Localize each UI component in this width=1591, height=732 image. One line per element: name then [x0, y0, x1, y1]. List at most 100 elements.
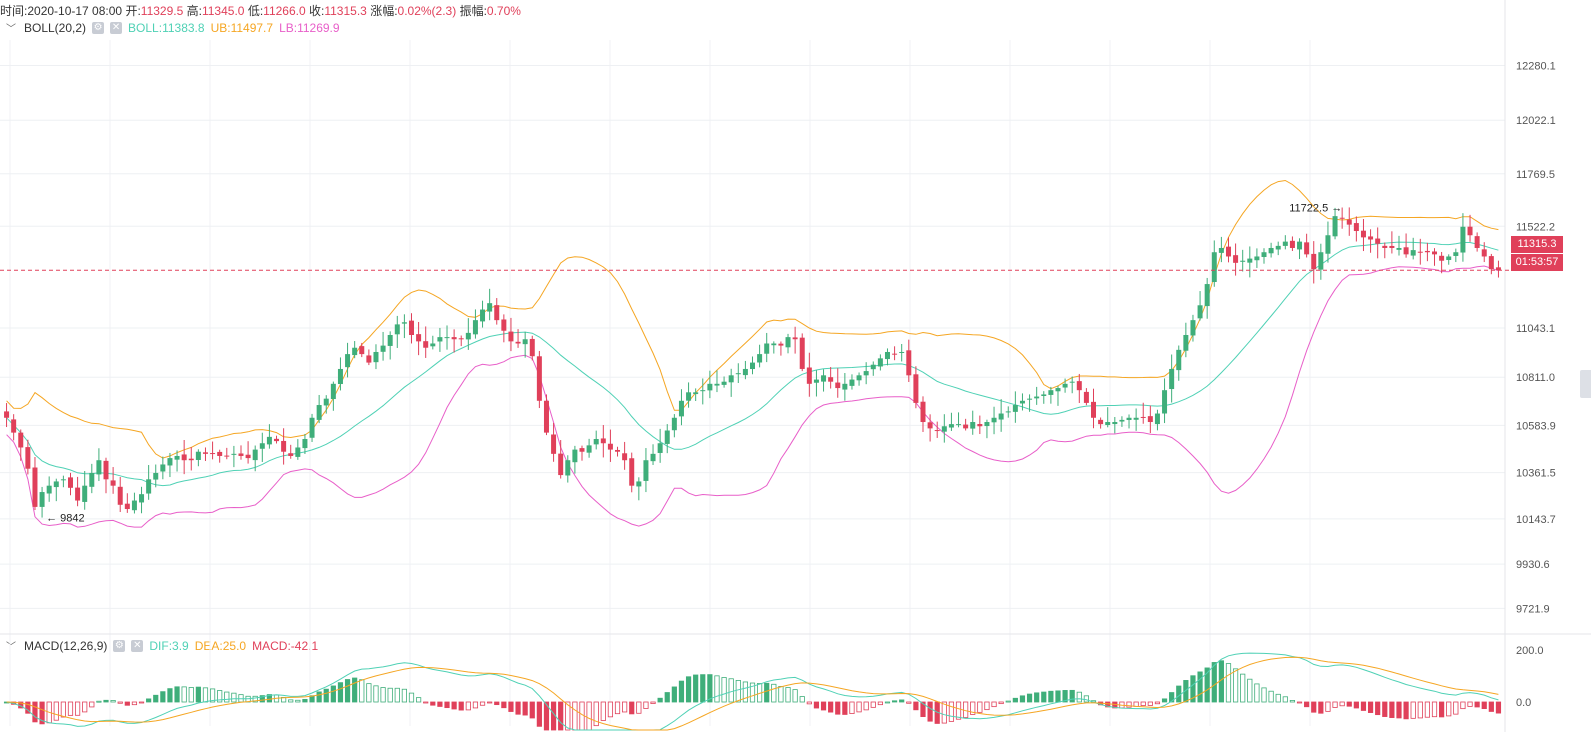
macd-histogram-bar — [600, 701, 606, 721]
candle-body — [799, 337, 805, 369]
macd-histogram-bar — [920, 701, 926, 717]
macd-histogram-bar — [1247, 678, 1253, 703]
candle-body — [607, 443, 613, 450]
macd-histogram-bar — [543, 701, 550, 731]
macd-histogram-bar — [529, 701, 535, 719]
macd-histogram-bar — [991, 701, 997, 708]
macd-histogram-bar — [1034, 692, 1040, 703]
candle-body — [202, 452, 208, 454]
candle-body — [842, 383, 848, 390]
candle-body — [124, 503, 130, 510]
sidebar-collapse-handle[interactable] — [1580, 370, 1591, 398]
candle-body — [46, 485, 52, 494]
candle-body — [956, 424, 962, 426]
macd-histogram-bar — [955, 701, 962, 720]
macd-histogram-bar — [558, 701, 564, 731]
macd-histogram-bar — [117, 701, 123, 704]
candle-body — [877, 358, 883, 367]
candle-body — [1417, 251, 1423, 253]
candle-body — [1375, 238, 1381, 244]
macd-close-icon[interactable]: ✕ — [131, 639, 144, 652]
candle-body — [1268, 247, 1274, 254]
candle-body — [1467, 226, 1473, 236]
candle-body — [60, 479, 66, 481]
macd-histogram-bar — [302, 698, 308, 703]
macd-histogram-bar — [1126, 701, 1132, 708]
macd-histogram-bar — [366, 683, 372, 703]
macd-histogram-bar — [515, 701, 521, 715]
candle-body — [1325, 235, 1331, 254]
candle-body — [1112, 422, 1118, 425]
candle-body — [1225, 246, 1231, 257]
candle-body — [629, 458, 635, 486]
macd-histogram-bar — [146, 698, 152, 703]
boll-gear-icon[interactable]: ⚙ — [92, 21, 105, 34]
macd-histogram-bar — [771, 683, 777, 703]
candle-body — [948, 424, 954, 428]
macd-histogram-bar — [1140, 701, 1146, 706]
macd-histogram-bar — [1446, 701, 1452, 717]
macd-histogram-bar — [1154, 701, 1161, 705]
macd-histogram-bar — [593, 701, 599, 727]
macd-histogram-bar — [629, 701, 635, 715]
candle-body — [714, 383, 720, 386]
candle-body — [572, 449, 578, 463]
macd-histogram-bar — [1211, 662, 1217, 703]
candle-body — [508, 331, 514, 342]
price-axis-label: 12280.1 — [1516, 60, 1556, 72]
candle-body — [1218, 247, 1224, 253]
macd-dif-line — [6, 652, 1499, 731]
macd-histogram-bar — [828, 701, 834, 713]
candle-body — [131, 500, 137, 511]
candle-body — [1041, 394, 1047, 396]
macd-histogram-bar — [657, 697, 663, 703]
candle-body — [1055, 388, 1061, 392]
candle-body — [1197, 305, 1203, 319]
macd-histogram-bar — [1026, 693, 1033, 703]
macd-histogram-bar — [948, 701, 955, 722]
macd-histogram-bar — [963, 701, 969, 718]
macd-histogram-bar — [636, 701, 642, 714]
candle-body — [1304, 242, 1310, 255]
price-axis-label: 12022.1 — [1516, 115, 1556, 127]
collapse-macd-chevron-icon[interactable]: ﹀ — [6, 642, 16, 653]
candle-body — [1083, 391, 1089, 403]
macd-histogram-bar — [344, 679, 351, 703]
price-axis-label: 9721.9 — [1516, 603, 1550, 615]
candle-body — [1311, 253, 1317, 270]
candle-body — [1261, 252, 1267, 257]
macd-histogram-bar — [998, 701, 1004, 705]
macd-histogram-bar — [643, 701, 649, 709]
collapse-boll-chevron-icon[interactable]: ﹀ — [6, 24, 16, 35]
macd-histogram-bar — [1069, 689, 1075, 703]
macd-histogram-bar — [572, 701, 578, 731]
candle-body — [778, 343, 784, 346]
macd-axis-label: 0.0 — [1516, 697, 1531, 709]
candle-body — [551, 434, 557, 454]
macd-histogram-bar — [614, 701, 621, 715]
candle-body — [75, 487, 81, 501]
macd-histogram-bar — [1396, 701, 1402, 719]
candle-body — [742, 368, 748, 376]
candle-body — [416, 334, 422, 342]
candle-body — [1119, 419, 1125, 422]
macd-histogram-bar — [295, 699, 301, 703]
amplitude-value: 0.70% — [486, 4, 521, 18]
candle-body — [643, 460, 649, 481]
macd-histogram-bar — [792, 689, 798, 703]
low-value: 11266.0 — [263, 4, 306, 18]
macd-histogram-bar — [835, 701, 841, 715]
candle-body — [188, 458, 194, 461]
candle-body — [1069, 381, 1075, 383]
boll-close-icon[interactable]: ✕ — [110, 21, 123, 34]
macd-histogram-bar — [849, 701, 855, 714]
candle-body — [856, 375, 862, 381]
candle-body — [1076, 381, 1082, 391]
macd-histogram-bar — [160, 691, 166, 703]
macd-histogram-bar — [1325, 701, 1331, 712]
macd-histogram-bar — [1304, 701, 1310, 708]
macd-histogram-bar — [977, 701, 983, 713]
candle-body — [210, 453, 216, 455]
macd-gear-icon[interactable]: ⚙ — [113, 639, 126, 652]
